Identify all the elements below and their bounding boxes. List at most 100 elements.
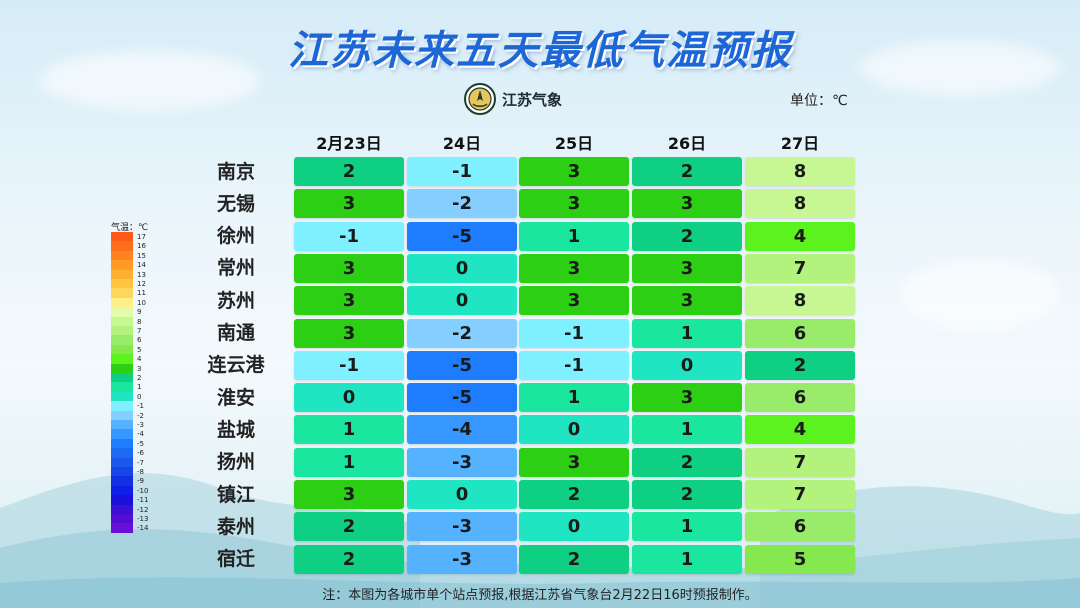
legend-swatch xyxy=(111,410,133,421)
legend-swatch xyxy=(111,260,133,270)
legend-label: -8 xyxy=(137,468,144,476)
temperature-cell: 3 xyxy=(519,253,629,283)
legend-label: -7 xyxy=(137,458,144,467)
temperature-cell: 1 xyxy=(519,383,629,413)
city-label: 徐州 xyxy=(216,225,255,248)
legend-swatch xyxy=(111,297,133,308)
legend-label: 6 xyxy=(137,336,142,345)
legend-label: 14 xyxy=(137,261,146,270)
legend-swatch xyxy=(111,485,133,496)
page-title: 江苏未来五天最低气温预报 xyxy=(288,28,792,74)
legend-swatch xyxy=(111,438,133,449)
logo: 江苏气象 xyxy=(464,82,562,116)
temperature-cell: 0 xyxy=(407,286,517,316)
legend-swatch xyxy=(111,326,133,336)
legend-swatch xyxy=(111,448,133,458)
temperature-cell: 0 xyxy=(294,383,404,413)
temperature-cell: -5 xyxy=(407,383,517,413)
temperature-cell: 8 xyxy=(745,286,855,316)
temperature-cell: 2 xyxy=(632,221,742,251)
city-label: 淮安 xyxy=(216,386,255,409)
temperature-cell: 1 xyxy=(294,415,404,445)
legend-label: 17 xyxy=(137,233,146,241)
legend-swatch xyxy=(111,401,133,411)
legend-title: 气温：℃ xyxy=(111,223,149,233)
temperature-cell: -4 xyxy=(407,415,517,445)
legend-swatch xyxy=(111,288,133,299)
temperature-cell: 3 xyxy=(294,286,404,316)
background-cloud xyxy=(900,260,1060,330)
legend-swatch xyxy=(111,241,133,252)
temperature-cell: 2 xyxy=(294,544,404,574)
temperature-cell: 3 xyxy=(294,480,404,509)
temperature-cell: 0 xyxy=(407,480,517,509)
legend-label: 7 xyxy=(137,327,142,335)
legend-label: 0 xyxy=(137,392,142,401)
temperature-cell: 1 xyxy=(519,221,629,251)
column-header: 24日 xyxy=(442,134,482,153)
temperature-cell: 0 xyxy=(519,415,629,445)
temperature-cell: 7 xyxy=(745,447,855,477)
legend-label: -3 xyxy=(137,421,144,429)
legend-label: 1 xyxy=(137,383,142,392)
temperature-cell: 2 xyxy=(632,480,742,509)
legend-label: -6 xyxy=(137,449,144,458)
temperature-cell: 2 xyxy=(519,480,629,509)
temperature-cell: -2 xyxy=(407,318,517,348)
legend-swatch xyxy=(111,420,133,430)
legend-label: 16 xyxy=(137,242,146,251)
temperature-cell: 0 xyxy=(519,512,629,542)
legend-label: 11 xyxy=(137,289,146,298)
temperature-cell: 8 xyxy=(745,189,855,219)
temperature-cell: 3 xyxy=(294,253,404,283)
temperature-cell: 4 xyxy=(745,415,855,445)
temperature-cell: -3 xyxy=(407,447,517,477)
city-label: 南京 xyxy=(216,160,255,183)
legend-swatch xyxy=(111,232,133,242)
legend-swatch xyxy=(111,523,133,534)
temperature-cell: 2 xyxy=(745,350,855,380)
legend-swatch xyxy=(111,335,133,346)
temperature-cell: 7 xyxy=(745,480,855,509)
city-label: 扬州 xyxy=(216,451,255,474)
temperature-cell: 3 xyxy=(632,286,742,316)
temperature-cell: 3 xyxy=(294,318,404,348)
temperature-cell: -1 xyxy=(294,221,404,251)
legend-label: 2 xyxy=(137,374,142,382)
background-cloud xyxy=(40,50,260,110)
legend-swatch xyxy=(111,344,133,355)
temperature-cell: 2 xyxy=(294,512,404,542)
legend-label: -9 xyxy=(137,477,144,486)
city-label: 盐城 xyxy=(216,418,255,441)
legend-swatch xyxy=(111,495,133,505)
legend-swatch xyxy=(111,382,133,393)
legend-swatch xyxy=(111,504,133,515)
temperature-cell: 6 xyxy=(745,512,855,542)
legend-swatch xyxy=(111,429,133,440)
legend-label: 8 xyxy=(137,317,142,326)
temperature-cell: -3 xyxy=(407,512,517,542)
temperature-cell: 2 xyxy=(519,544,629,574)
city-label: 苏州 xyxy=(216,289,255,312)
temperature-cell: -1 xyxy=(294,350,404,380)
temperature-cell: 3 xyxy=(519,157,629,186)
legend-label: -10 xyxy=(137,486,149,495)
temperature-cell: 0 xyxy=(407,253,517,283)
temperature-cell: -1 xyxy=(519,318,629,348)
legend-label: 3 xyxy=(137,364,142,373)
legend-swatch xyxy=(111,307,133,317)
column-header: 27日 xyxy=(780,134,820,153)
legend-label: -14 xyxy=(137,524,149,533)
temperature-cell: 3 xyxy=(632,189,742,219)
temperature-cell: 2 xyxy=(632,157,742,186)
legend-label: 4 xyxy=(137,355,142,364)
city-label: 宿迁 xyxy=(216,548,255,571)
legend-swatch xyxy=(111,316,133,327)
temperature-cell: -5 xyxy=(407,350,517,380)
temperature-cell: 2 xyxy=(632,447,742,477)
city-label: 镇江 xyxy=(216,483,255,506)
legend-swatch xyxy=(111,467,133,477)
temperature-cell: 0 xyxy=(632,350,742,380)
temperature-cell: 6 xyxy=(745,383,855,413)
background-cloud xyxy=(860,40,1060,95)
